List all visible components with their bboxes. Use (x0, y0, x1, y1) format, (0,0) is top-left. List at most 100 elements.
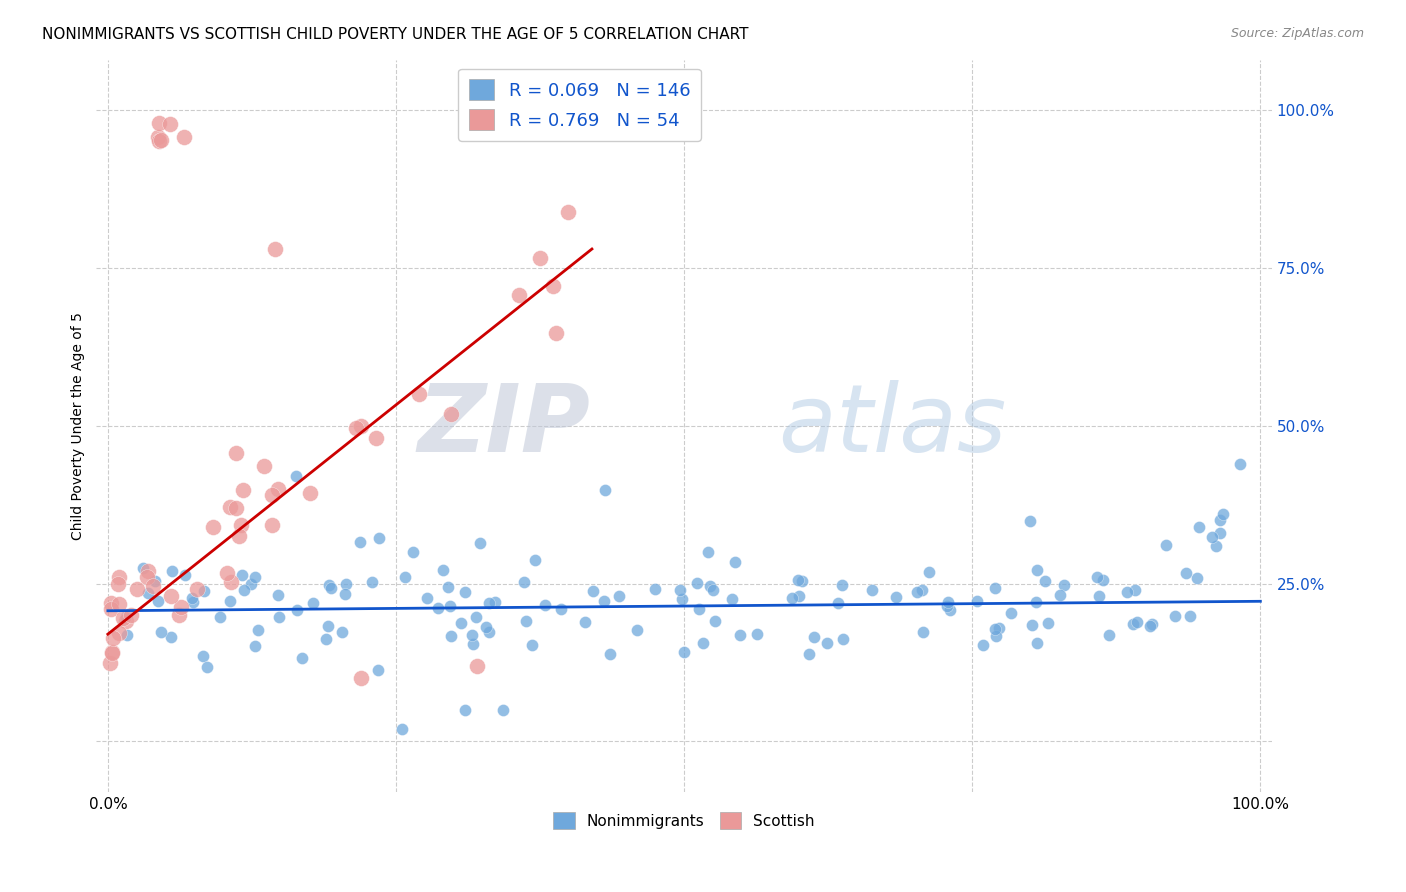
Point (169, 608, 191, 623)
Point (136, 586, 159, 600)
Point (100, 601, 122, 615)
Point (267, 483, 290, 497)
Point (465, 610, 488, 624)
Point (132, 561, 155, 575)
Point (173, 130, 195, 145)
Point (787, 589, 810, 603)
Point (1123, 582, 1146, 597)
Point (702, 583, 724, 598)
Point (478, 625, 501, 640)
Point (394, 570, 416, 584)
Point (136, 564, 159, 578)
Text: atlas: atlas (778, 380, 1007, 471)
Point (149, 132, 172, 146)
Point (1085, 570, 1108, 584)
Point (1088, 589, 1111, 603)
Point (1229, 457, 1251, 471)
Point (262, 488, 284, 502)
Point (1122, 617, 1144, 632)
Point (574, 615, 596, 629)
Point (1212, 507, 1234, 521)
Point (728, 628, 751, 642)
Point (936, 599, 959, 613)
Point (463, 637, 485, 651)
Point (544, 326, 567, 340)
Point (1174, 566, 1197, 580)
Point (582, 584, 605, 599)
Point (1164, 609, 1187, 624)
Point (440, 408, 463, 422)
Point (780, 591, 803, 606)
Point (350, 671, 373, 685)
Point (330, 624, 353, 639)
Point (112, 610, 135, 624)
Point (550, 602, 572, 616)
Point (692, 636, 714, 650)
Point (366, 432, 388, 446)
Point (160, 564, 183, 578)
Point (335, 577, 357, 591)
Point (1053, 578, 1076, 592)
Point (225, 501, 247, 516)
Point (101, 645, 124, 659)
Point (533, 599, 555, 613)
Point (1049, 588, 1071, 602)
Point (208, 610, 231, 624)
Point (1091, 573, 1114, 587)
Point (231, 568, 253, 582)
Point (120, 608, 142, 623)
Point (593, 483, 616, 497)
Point (704, 614, 727, 628)
Point (217, 566, 239, 580)
Point (148, 594, 170, 608)
Point (492, 703, 515, 717)
Point (1140, 616, 1163, 631)
Point (285, 469, 308, 483)
Point (159, 630, 181, 644)
Point (427, 600, 450, 615)
Point (228, 529, 250, 543)
Point (697, 545, 720, 559)
Point (135, 570, 157, 584)
Point (832, 632, 855, 647)
Point (402, 545, 425, 559)
Point (688, 602, 710, 616)
Point (243, 570, 266, 584)
Point (1125, 615, 1147, 629)
Point (1154, 538, 1177, 552)
Point (1178, 609, 1201, 624)
Point (437, 580, 460, 594)
Point (827, 596, 849, 610)
Point (724, 555, 747, 569)
Point (125, 582, 148, 596)
Point (983, 581, 1005, 595)
Point (454, 703, 477, 717)
Point (593, 594, 616, 608)
Point (302, 597, 325, 611)
Point (831, 578, 853, 592)
Point (408, 387, 430, 401)
Point (160, 589, 183, 603)
Point (860, 583, 883, 598)
Point (245, 639, 267, 653)
Point (233, 583, 256, 598)
Point (231, 518, 253, 533)
Point (391, 722, 413, 736)
Point (239, 576, 262, 591)
Point (988, 621, 1011, 635)
Point (148, 130, 170, 145)
Point (142, 579, 165, 593)
Point (315, 632, 337, 646)
Point (432, 563, 454, 577)
Point (1185, 571, 1208, 585)
Point (195, 659, 218, 673)
Point (1201, 530, 1223, 544)
Point (344, 420, 367, 434)
Point (669, 583, 692, 598)
Legend: Nonimmigrants, Scottish: Nonimmigrants, Scottish (547, 805, 821, 836)
Point (100, 596, 122, 610)
Point (644, 582, 666, 597)
Point (298, 485, 321, 500)
Point (1209, 513, 1232, 527)
Point (936, 595, 959, 609)
